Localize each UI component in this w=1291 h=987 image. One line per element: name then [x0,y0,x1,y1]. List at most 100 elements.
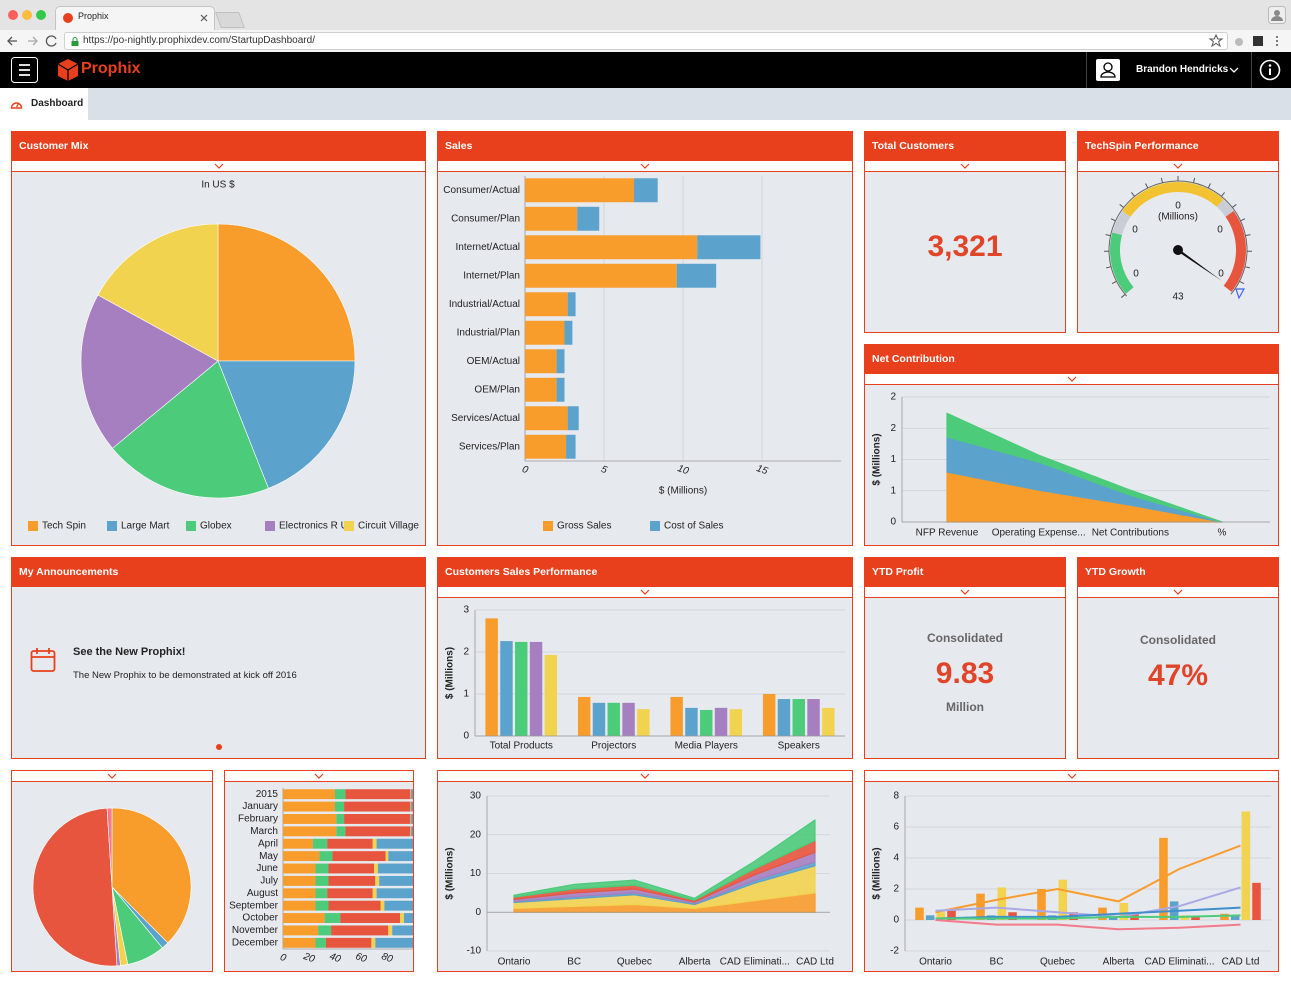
tab-bar: Dashboard [0,88,1291,120]
widget-toggle[interactable] [1078,587,1278,598]
user-menu-chevron [1229,67,1239,73]
x-tick-label: CAD Eliminati... [720,957,790,968]
chevron[interactable] [960,163,970,170]
line [935,919,1241,931]
chevron[interactable] [1173,589,1183,596]
widget-toggle[interactable] [865,374,1278,385]
carousel-dot[interactable] [215,743,223,751]
y-tick-label: March [250,826,278,837]
x-tick-label: Alberta [1103,957,1135,968]
legend-swatch [543,521,553,531]
gauge-tick [1240,218,1246,222]
chevron[interactable] [640,163,650,170]
legend-label[interactable]: Gross Sales [557,521,611,532]
legend-swatch [265,521,275,531]
menu-button[interactable] [11,57,39,83]
chevron[interactable] [214,163,224,170]
chevron[interactable] [1067,773,1077,780]
browser-chrome: Prophix https://po-nightly.prophixdev.co… [0,0,1291,52]
window-controls[interactable] [0,0,60,30]
widget-toggle[interactable] [438,587,852,598]
browser-tab[interactable]: Prophix [55,6,215,30]
gauge-tick [1120,293,1126,298]
chart-customers-sales: 0 1 2 3 $ (Millions) Total Products Projectors… [445,605,845,752]
minimize-button[interactable] [22,10,32,20]
gauge-tick [1145,183,1149,189]
chevron[interactable] [1067,376,1077,383]
bar-segment [318,925,332,936]
y-tick-label: February [238,814,278,825]
tab-close[interactable] [200,14,208,22]
y-tick-label: OEM/Actual [467,356,520,367]
widget-toggle[interactable] [225,771,413,782]
bar-segment [372,838,377,849]
user-menu[interactable]: Brandon Hendricks [1086,52,1252,88]
info-button[interactable] [1259,59,1281,81]
chevron[interactable] [960,589,970,596]
chevron[interactable] [640,773,650,780]
widget-toggle[interactable] [438,161,852,172]
x-tick-label: Total Products [490,741,553,752]
area [513,819,816,901]
y-tick-label: 2 [893,884,899,895]
y-tick-label: September [229,900,279,911]
widget-toggle[interactable] [12,771,212,782]
bar-segment [328,875,376,886]
url-bar[interactable]: https://po-nightly.prophixdev.com/Startu… [64,32,1228,50]
nav-buttons[interactable] [4,33,60,49]
widget-toggle[interactable] [865,771,1278,782]
favicon [63,13,73,23]
gauge-tick [1160,177,1163,183]
browser-toolbar-icons[interactable] [1208,33,1288,49]
widget-toggle[interactable] [865,587,1065,598]
new-tab[interactable] [215,12,245,28]
bar-segment [312,838,328,849]
chevron-shape [1067,376,1076,382]
widget-toggle[interactable] [438,771,852,782]
dashboard-tab[interactable]: Dashboard [0,88,88,120]
chevron[interactable] [314,773,324,780]
bar [1191,916,1200,920]
bar-segment [388,925,393,936]
bar [1252,882,1261,920]
profile-button[interactable] [1268,6,1286,24]
bar-segment [411,789,413,800]
bar-segment [283,851,320,862]
bar-segment [315,888,328,899]
gauge-hub [1173,245,1183,255]
y-tick-label: Internet/Actual [456,242,520,253]
close-button[interactable] [8,10,18,20]
gauge-band [1223,210,1246,292]
x-tick-label: Quebec [1040,957,1075,968]
legend-label[interactable]: Tech Spin [42,521,86,532]
bar [997,887,1007,920]
chevron[interactable] [107,773,117,780]
chevron[interactable] [640,589,650,596]
bar-segment [344,814,411,824]
legend-label[interactable]: Large Mart [121,521,170,532]
legend-label[interactable]: Cost of Sales [664,521,723,532]
kpi-caption: Consolidated [1139,633,1216,647]
legend-label[interactable]: Electronics R Us [279,521,353,532]
y-tick-label: July [260,876,278,887]
legend-label[interactable]: Globex [200,521,232,532]
widget-toggle[interactable] [1078,161,1278,172]
chevron[interactable] [1173,163,1183,170]
y-tick-label: May [259,851,278,862]
bar [685,707,698,736]
y-axis-label: $ (Millions) [445,847,456,899]
bar-segment [315,900,329,911]
y-tick-label: 30 [470,791,482,802]
legend-label[interactable]: Circuit Village [358,521,419,532]
y-tick-label: January [242,801,278,812]
bar [777,699,791,736]
gauge-band [1216,199,1234,217]
bar [1037,889,1046,920]
y-tick-label: 0 [890,517,896,528]
widget-toggle[interactable] [12,161,425,172]
widget-toggle[interactable] [865,161,1065,172]
bar-segment [410,826,412,837]
bar-segment [525,320,565,345]
zoom-button[interactable] [36,10,46,20]
